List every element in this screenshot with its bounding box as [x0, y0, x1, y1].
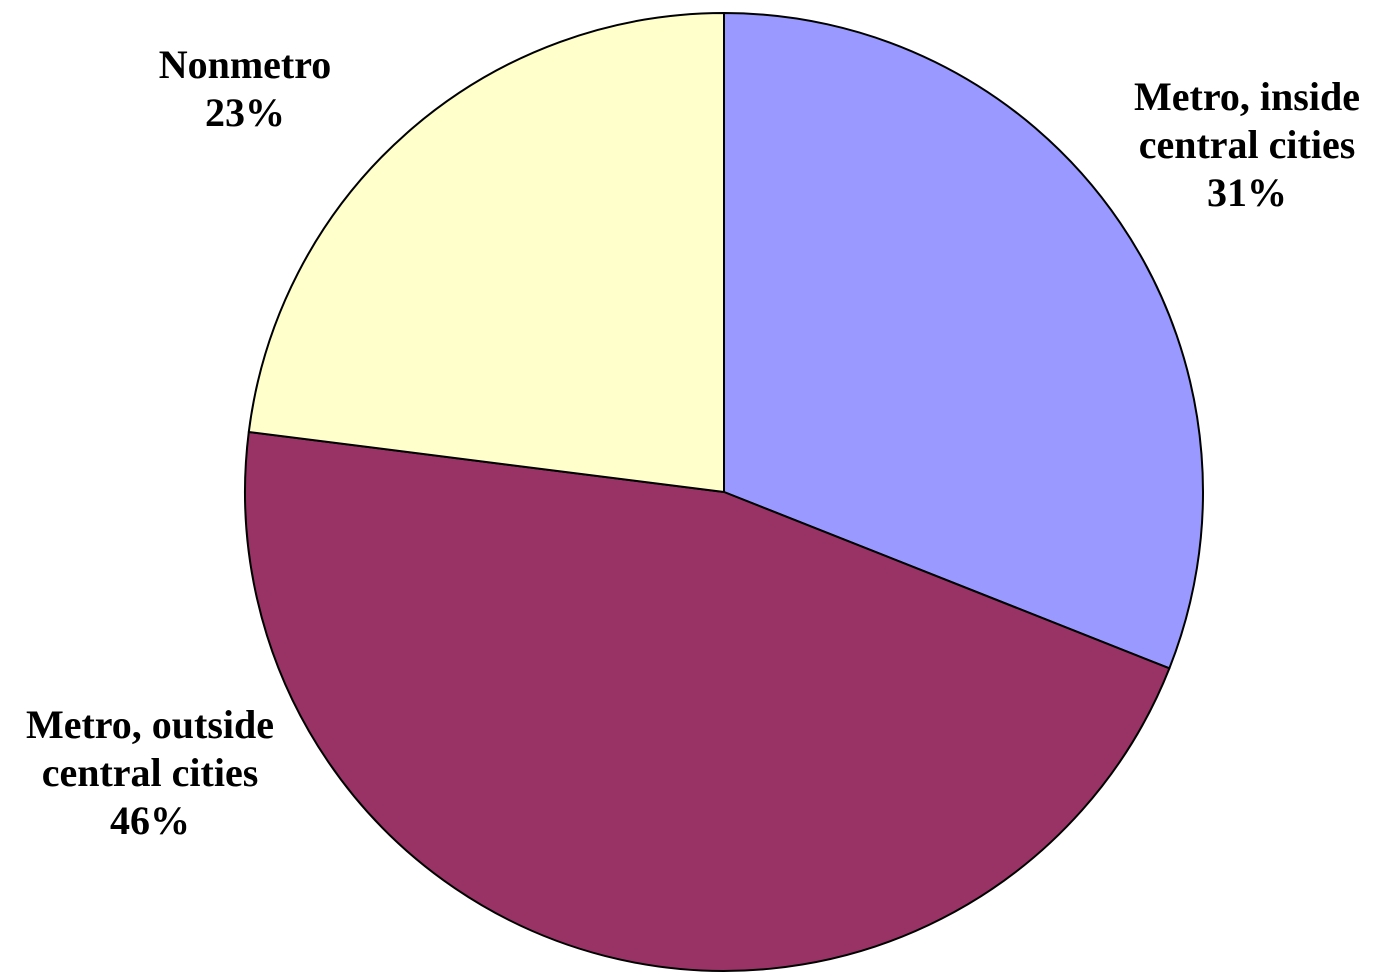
- slice-value-label-3: 23%: [205, 90, 285, 135]
- slice-label-1: central cities: [1139, 122, 1356, 167]
- slice-label-3: Nonmetro: [159, 42, 332, 87]
- slice-label-2: central cities: [42, 750, 259, 795]
- slice-label-1: Metro, inside: [1134, 74, 1360, 119]
- slice-value-label-1: 31%: [1207, 170, 1287, 215]
- slice-label-2: Metro, outside: [26, 702, 274, 747]
- pie-slice-2: [244, 430, 1171, 972]
- pie-slices: [244, 12, 1204, 972]
- pie-slice-1: [723, 12, 1204, 670]
- pie-slice-3: [247, 12, 725, 493]
- slice-value-label-2: 46%: [110, 798, 190, 843]
